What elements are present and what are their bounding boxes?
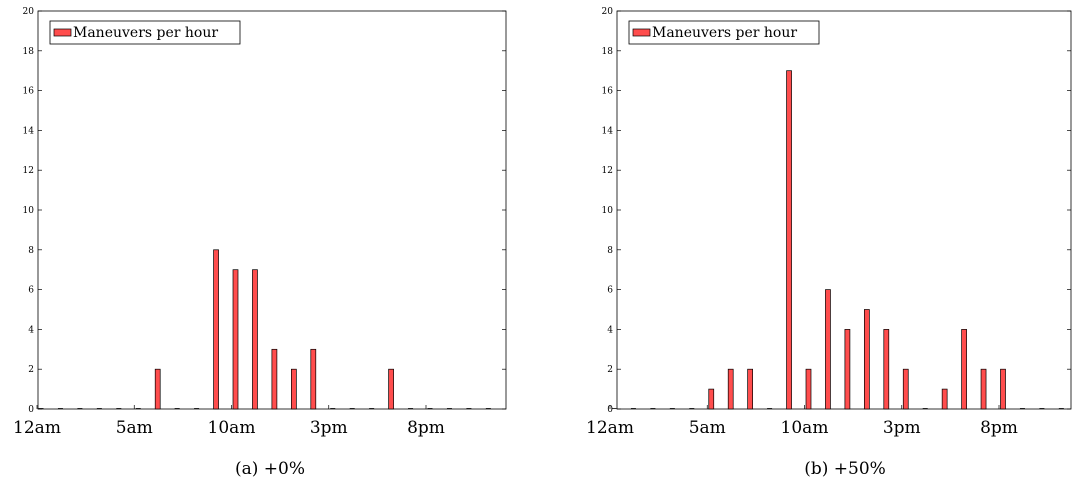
bar — [213, 249, 219, 410]
bar — [154, 368, 161, 410]
y-tick-label: 14 — [602, 126, 614, 136]
bar — [961, 329, 967, 410]
bar — [727, 368, 734, 410]
y-tick-label: 20 — [23, 7, 35, 17]
y-tick-label: 4 — [28, 325, 34, 335]
bar — [747, 368, 754, 410]
x-tick-label: 8pm — [407, 418, 445, 438]
bar — [388, 368, 394, 410]
bar — [941, 388, 948, 410]
legend-box — [628, 20, 820, 45]
x-tick-label: 10am — [208, 418, 256, 438]
y-tick-label: 6 — [607, 286, 613, 296]
bar — [980, 368, 987, 410]
chart-panel-a: 0 2 4 6 8 10 12 14 16 18 20 12am 5am 10am 3pm 8pm Maneuv… — [13, 7, 507, 479]
x-tick-label: 5am — [689, 418, 726, 438]
x-tick-label: 8pm — [980, 418, 1018, 438]
x-tick-label: 3pm — [883, 418, 921, 438]
bar — [902, 368, 909, 410]
y-tick-label: 12 — [23, 166, 34, 176]
bar — [271, 348, 278, 410]
x-tick-label: 12am — [13, 418, 61, 438]
y-tick-label: 4 — [607, 325, 613, 335]
bar — [310, 348, 317, 410]
y-tick-label: 10 — [23, 206, 35, 216]
legend-swatch — [53, 28, 72, 37]
legend-label: Maneuvers per hour — [652, 25, 797, 41]
y-tick-label: 6 — [28, 286, 34, 296]
bar — [232, 269, 239, 410]
bar — [252, 269, 258, 410]
y-tick-label: 16 — [602, 87, 614, 97]
plot-frame — [616, 10, 1072, 410]
y-tick-label: 2 — [607, 365, 613, 375]
bar — [786, 70, 792, 410]
bar — [708, 388, 715, 410]
y-tick-label: 8 — [607, 246, 613, 256]
y-tick-label: 18 — [23, 47, 35, 57]
x-tick-label: 5am — [116, 418, 153, 438]
legend-label: Maneuvers per hour — [73, 25, 218, 41]
bar — [825, 289, 831, 410]
bar — [883, 329, 890, 410]
y-tick-label: 16 — [23, 87, 35, 97]
y-tick-label: 12 — [602, 166, 613, 176]
x-tick-label: 10am — [781, 418, 829, 438]
y-tick-label: 20 — [602, 7, 614, 17]
legend: Maneuvers per hour — [49, 20, 241, 45]
bar — [291, 368, 297, 410]
y-tick-label: 14 — [23, 126, 35, 136]
y-tick-label: 0 — [607, 405, 613, 415]
bar — [844, 329, 851, 410]
x-tick-label: 3pm — [310, 418, 348, 438]
y-tick-label: 0 — [28, 405, 34, 415]
y-tick-label: 18 — [602, 47, 614, 57]
chart-panel-b: 0 2 4 6 8 10 12 14 16 18 20 12am 5am 10am 3pm 8pm Maneuv… — [586, 7, 1072, 479]
bar — [1000, 368, 1006, 410]
legend: Maneuvers per hour — [628, 20, 820, 45]
panel-caption: (a) +0% — [235, 459, 305, 479]
bar — [805, 368, 812, 410]
y-tick-label: 2 — [28, 365, 34, 375]
bar — [863, 309, 870, 410]
y-tick-label: 8 — [28, 246, 34, 256]
x-tick-label: 12am — [586, 418, 634, 438]
panel-caption: (b) +50% — [804, 459, 886, 479]
legend-box — [49, 20, 241, 45]
legend-swatch — [632, 28, 651, 37]
y-tick-label: 10 — [602, 206, 614, 216]
